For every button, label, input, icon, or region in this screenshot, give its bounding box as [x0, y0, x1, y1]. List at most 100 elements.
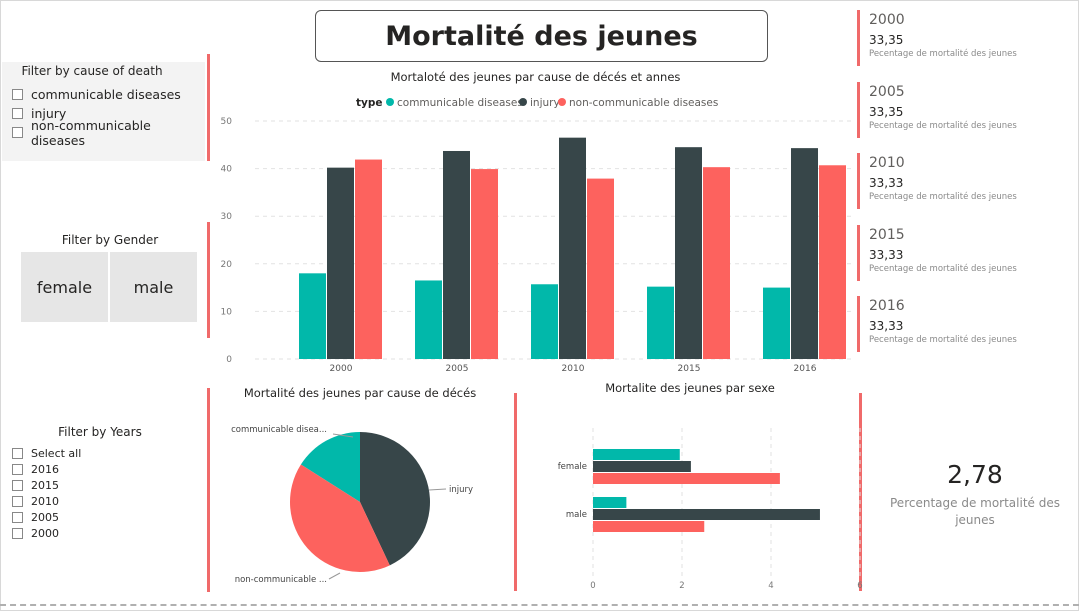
legend-item[interactable]: communicable diseases: [397, 97, 523, 109]
option-label: Select all: [31, 446, 82, 460]
report-title: Mortalité des jeunes: [315, 10, 768, 62]
hbar-male-2[interactable]: [593, 521, 705, 532]
cause-pie-chart: communicable disea... injury non-communica…: [231, 425, 473, 585]
bar-2005-0[interactable]: [415, 280, 442, 359]
bar-2010-1[interactable]: [559, 137, 586, 359]
gender-tile-male[interactable]: male: [110, 252, 197, 322]
hbar-male-0[interactable]: [593, 497, 627, 508]
x-tick-label: 2: [679, 581, 684, 591]
bar-2016-0[interactable]: [763, 287, 790, 359]
year-card-2010: 2010 33,33 Pecentage de mortalité des jeun…: [869, 155, 1069, 202]
card-value: 33,35: [869, 105, 904, 119]
bar-2005-1[interactable]: [443, 150, 470, 359]
card-label: Pecentage de mortalité des jeunes: [869, 121, 1017, 131]
page-bottom-dash: [0, 604, 1079, 606]
legend-item[interactable]: non-communicable diseases: [569, 97, 718, 109]
card-year: 2000: [869, 12, 905, 28]
pie-leader-line: [332, 433, 354, 438]
checkbox-icon[interactable]: [12, 108, 23, 119]
y-category-label: female: [558, 462, 587, 472]
year-option-2000[interactable]: 2000: [12, 525, 81, 541]
bar-2005-2[interactable]: [471, 169, 498, 359]
x-tick-label: 2010: [562, 364, 585, 374]
year-option-2016[interactable]: 2016: [12, 461, 81, 477]
card-label: Pecentage de mortalité des jeunes: [869, 335, 1017, 345]
bar-2015-1[interactable]: [675, 147, 702, 359]
cause-filter-title: Filter by cause of death: [21, 64, 163, 78]
x-tick-label: 2015: [678, 364, 701, 374]
bar-2015-0[interactable]: [647, 286, 674, 359]
y-tick-label: 30: [221, 212, 233, 222]
y-tick-label: 20: [221, 260, 233, 270]
cause-option-non-communicable[interactable]: non-communicable diseases: [12, 118, 205, 148]
bar-2000-1[interactable]: [327, 167, 354, 359]
year-card-2016: 2016 33,33 Pecentage de mortalité des jeun…: [869, 298, 1069, 345]
kpi-label: Percentage de mortalité des jeunes: [890, 496, 1060, 527]
hbar-female-0[interactable]: [593, 449, 680, 460]
card-value: 33,35: [869, 33, 904, 47]
y-tick-label: 50: [221, 117, 233, 127]
kpi-value: 2,78: [947, 460, 1003, 489]
gender-bar-chart: 0 2 4 6 female male: [558, 428, 863, 591]
pie-slice-0[interactable]: [300, 432, 360, 502]
year-option-select-all[interactable]: Select all: [12, 445, 81, 461]
bar-2016-2[interactable]: [819, 165, 846, 359]
hbar-male-1[interactable]: [593, 509, 820, 520]
year-option-2015[interactable]: 2015: [12, 477, 81, 493]
checkbox-icon[interactable]: [12, 495, 23, 507]
pie-label: communicable disea...: [231, 425, 327, 435]
hbar-female-2[interactable]: [593, 473, 780, 484]
checkbox-icon[interactable]: [12, 447, 23, 459]
pie-label: injury: [449, 485, 473, 495]
checkbox-icon[interactable]: [12, 463, 23, 475]
bar-chart-title: Mortaloté des jeunes par cause de décés …: [390, 70, 681, 84]
bar-2000-2[interactable]: [355, 159, 382, 359]
option-label: 2010: [31, 494, 59, 508]
cause-option-injury[interactable]: injury: [12, 104, 205, 123]
bar-2015-2[interactable]: [703, 167, 730, 359]
pie-label: non-communicable ...: [235, 575, 327, 585]
card-year: 2016: [869, 298, 905, 314]
pie-slice-1[interactable]: [360, 432, 430, 566]
checkbox-icon[interactable]: [12, 127, 23, 138]
option-label: non-communicable diseases: [31, 117, 151, 148]
year-card-2015: 2015 33,33 Pecentage de mortalité des jeun…: [869, 227, 1069, 274]
gender-tile-female[interactable]: female: [21, 252, 108, 322]
option-label: communicable diseases: [31, 87, 181, 102]
year-card-2000: 2000 33,35 Pecentage de mortalité des jeun…: [869, 12, 1069, 59]
hbar-female-1[interactable]: [593, 461, 691, 472]
divider-accent: [207, 54, 210, 161]
card-accent-bar: [857, 225, 860, 281]
x-tick-label: 2016: [794, 364, 817, 374]
checkbox-icon[interactable]: [12, 89, 23, 100]
x-tick-label: 2000: [330, 364, 353, 374]
cause-option-communicable[interactable]: communicable diseases: [12, 85, 205, 104]
year-option-2005[interactable]: 2005: [12, 509, 81, 525]
option-label: injury: [31, 106, 67, 121]
hbar-chart-title: Mortalite des jeunes par sexe: [605, 381, 775, 395]
bar-2010-0[interactable]: [531, 284, 558, 359]
checkbox-icon[interactable]: [12, 479, 23, 491]
legend-title: type: [356, 97, 383, 109]
x-tick-label: 4: [768, 581, 773, 591]
year-option-2010[interactable]: 2010: [12, 493, 81, 509]
year-filter-title: Filter by Years: [58, 425, 142, 439]
bar-2010-2[interactable]: [587, 178, 614, 359]
legend-item[interactable]: injury: [530, 97, 560, 109]
checkbox-icon[interactable]: [12, 527, 23, 539]
pie-leader-line: [428, 488, 447, 491]
card-year: 2005: [869, 84, 905, 100]
card-label: Pecentage de mortalité des jeunes: [869, 49, 1017, 59]
pie-slice-2[interactable]: [290, 464, 390, 572]
y-tick-label: 0: [226, 355, 232, 365]
y-tick-label: 40: [221, 165, 233, 175]
bar-2016-1[interactable]: [791, 148, 818, 359]
bar-2000-0[interactable]: [299, 273, 326, 359]
card-year: 2010: [869, 155, 905, 171]
pie-leader-line: [328, 572, 341, 580]
card-accent-bar: [857, 10, 860, 66]
divider-accent: [207, 388, 210, 592]
card-label: Pecentage de mortalité des jeunes: [869, 264, 1017, 274]
checkbox-icon[interactable]: [12, 511, 23, 523]
cause-year-bar-chart: type communicable diseases injury non-commu…: [221, 97, 855, 374]
